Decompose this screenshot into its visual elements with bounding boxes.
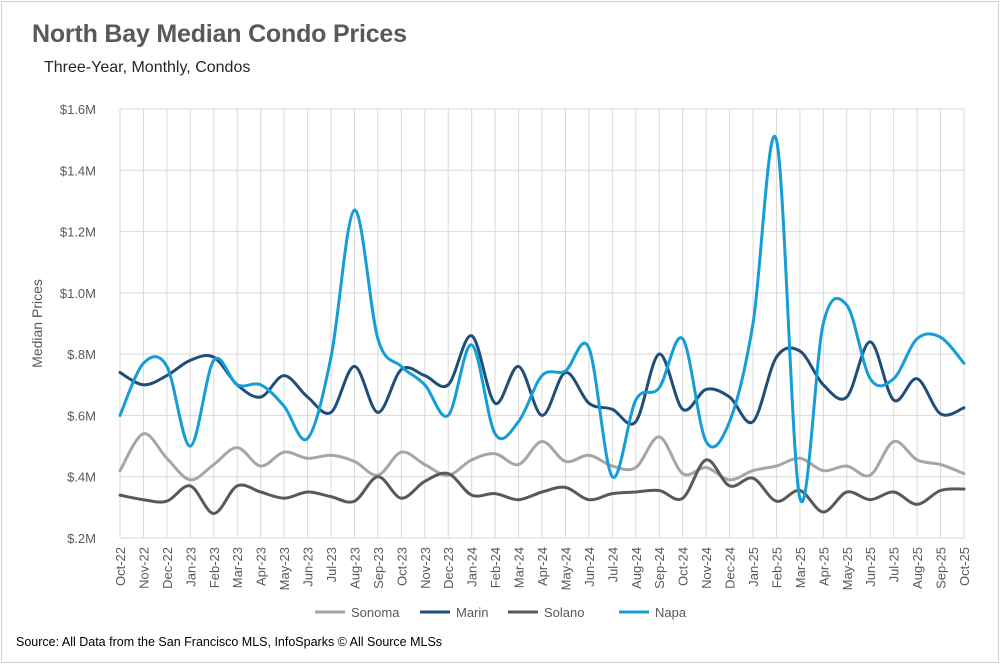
y-tick-label: $1.0M: [60, 286, 96, 301]
x-tick-label: Aug-24: [629, 547, 644, 589]
y-tick-label: $.8M: [67, 347, 96, 362]
chart-subtitle: Three-Year, Monthly, Condos: [44, 59, 251, 76]
series-line-solano: [118, 458, 966, 515]
x-tick-label: Jul-23: [324, 547, 339, 582]
x-tick-label: Jun-25: [863, 547, 878, 587]
x-tick-label: Feb-25: [769, 547, 784, 588]
x-tick-label: May-24: [558, 547, 573, 590]
y-tick-label: $.6M: [67, 408, 96, 423]
legend-label-marin: Marin: [456, 605, 489, 620]
x-tick-label: Feb-23: [207, 547, 222, 588]
y-tick-label: $.2M: [67, 531, 96, 546]
source-note: Source: All Data from the San Francisco …: [16, 635, 443, 649]
x-tick-label: Nov-23: [418, 547, 433, 589]
x-tick-label: Sep-23: [371, 547, 386, 589]
legend-label-napa: Napa: [655, 605, 687, 620]
y-tick-label: $1.4M: [60, 163, 96, 178]
x-tick-label: Sep-24: [652, 547, 667, 589]
x-tick-label: Aug-25: [910, 547, 925, 589]
x-tick-label: Dec-23: [441, 547, 456, 589]
x-tick-label: Jul-24: [605, 547, 620, 582]
x-tick-label: Mar-25: [793, 547, 808, 588]
x-tick-label: Dec-22: [160, 547, 175, 589]
x-tick-label: Mar-23: [230, 547, 245, 588]
series-line-marin: [118, 334, 966, 426]
x-tick-label: Oct-25: [957, 547, 972, 586]
x-tick-label: Aug-23: [347, 547, 362, 589]
x-tick-label: Oct-23: [394, 547, 409, 586]
x-tick-label: Oct-22: [113, 547, 128, 586]
x-tick-label: Jul-25: [887, 547, 902, 582]
x-tick-label: Jan-24: [465, 547, 480, 587]
x-tick-label: Apr-25: [816, 547, 831, 586]
x-tick-label: Apr-24: [535, 547, 550, 586]
y-tick-label: $.4M: [67, 470, 96, 485]
x-tick-label: Jun-23: [301, 547, 316, 587]
x-tick-label: Jan-23: [183, 547, 198, 587]
x-tick-label: Dec-24: [723, 547, 738, 589]
x-tick-label: Mar-24: [512, 547, 527, 588]
x-tick-label: Nov-22: [136, 547, 151, 589]
x-tick-label: Nov-24: [699, 547, 714, 589]
y-tick-label: $1.6M: [60, 102, 96, 117]
x-tick-label: Sep-25: [934, 547, 949, 589]
y-axis-title: Median Prices: [29, 279, 45, 368]
legend-label-solano: Solano: [544, 605, 584, 620]
x-tick-label: Oct-24: [676, 547, 691, 586]
chart-title: North Bay Median Condo Prices: [32, 20, 407, 48]
x-tick-label: Feb-24: [488, 547, 503, 588]
x-tick-label: Jan-25: [746, 547, 761, 587]
y-tick-label: $1.2M: [60, 225, 96, 240]
x-tick-label: Apr-23: [254, 547, 269, 586]
x-tick-label: May-23: [277, 547, 292, 590]
series-line-napa: [118, 134, 966, 504]
x-tick-label: May-25: [840, 547, 855, 590]
series-line-sonoma: [118, 432, 966, 482]
legend-label-sonoma: Sonoma: [351, 605, 400, 620]
x-tick-label: Jun-24: [582, 547, 597, 587]
